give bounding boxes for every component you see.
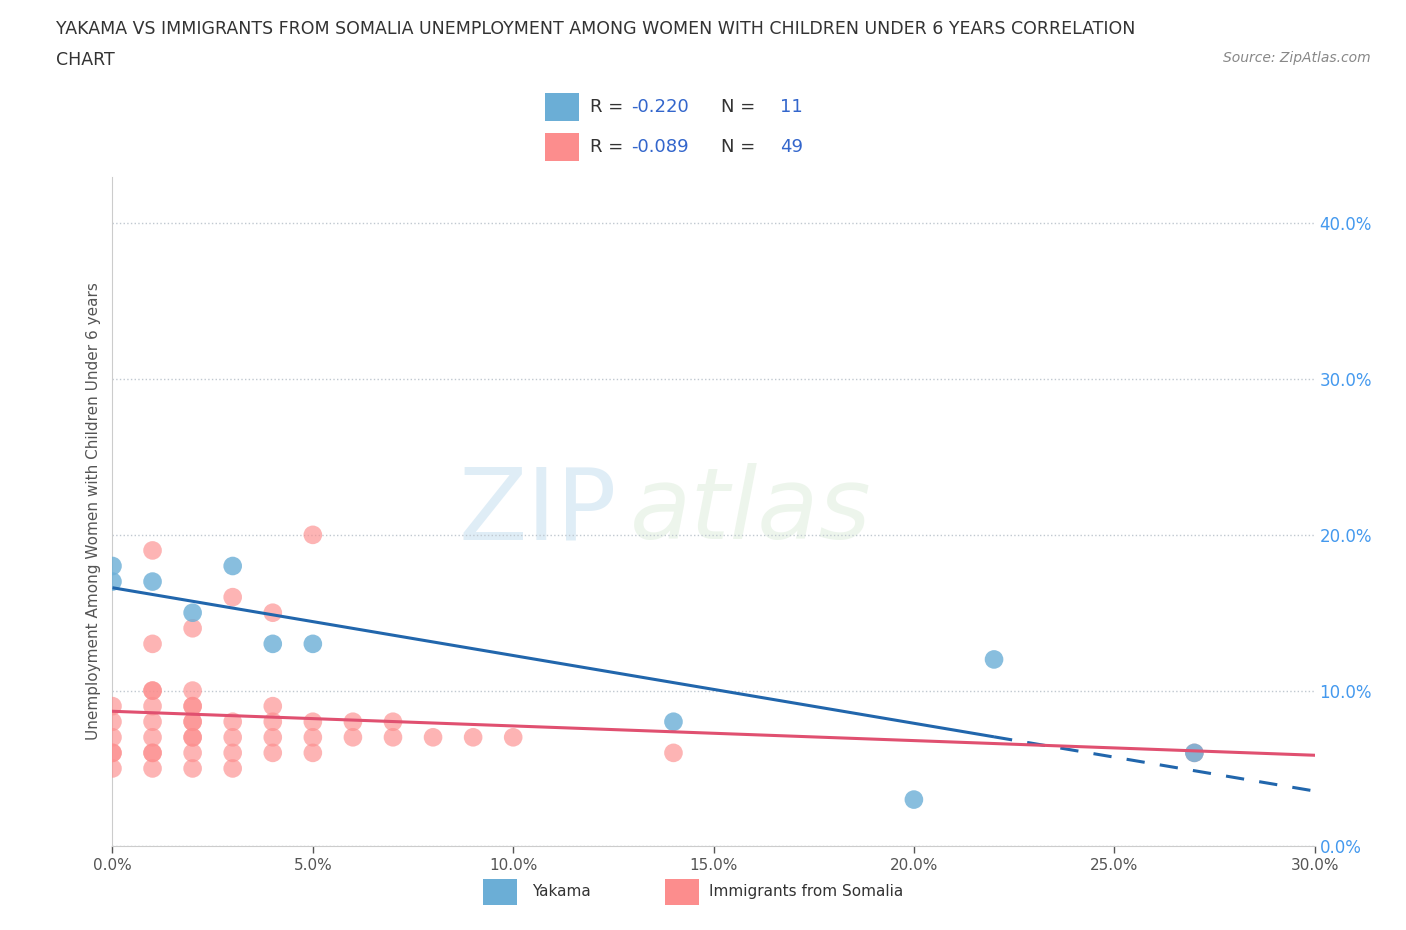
Point [181,698,204,713]
Point [141,730,163,745]
Text: Immigrants from Somalia: Immigrants from Somalia [710,884,904,899]
Point [302,730,325,745]
Point [1184,746,1206,761]
Point [101,574,124,589]
Point [141,698,163,713]
Point [181,730,204,745]
Point [101,746,124,761]
Point [101,730,124,745]
Text: 49: 49 [780,139,803,156]
Text: 11: 11 [780,98,803,115]
Point [342,730,364,745]
Point [222,714,245,729]
Point [983,652,1005,667]
Point [222,746,245,761]
Point [262,636,284,651]
Point [382,730,405,745]
Point [262,730,284,745]
Point [342,714,364,729]
Bar [546,133,579,162]
Text: N =: N = [721,139,761,156]
Point [101,559,124,574]
Bar [484,879,517,906]
Point [262,714,284,729]
Text: R =: R = [591,98,628,115]
Point [141,543,163,558]
Point [101,714,124,729]
Bar [665,879,700,906]
Point [181,730,204,745]
Point [181,684,204,698]
Point [101,746,124,761]
Point [141,761,163,776]
Point [101,761,124,776]
Point [141,636,163,651]
Point [101,698,124,713]
Point [141,714,163,729]
Text: -0.089: -0.089 [631,139,689,156]
Point [222,590,245,604]
Text: YAKAMA VS IMMIGRANTS FROM SOMALIA UNEMPLOYMENT AMONG WOMEN WITH CHILDREN UNDER 6: YAKAMA VS IMMIGRANTS FROM SOMALIA UNEMPL… [56,20,1136,38]
Point [222,730,245,745]
Y-axis label: Unemployment Among Women with Children Under 6 years: Unemployment Among Women with Children U… [86,283,101,740]
Point [302,746,325,761]
Point [222,761,245,776]
Point [181,761,204,776]
Point [181,714,204,729]
Point [141,684,163,698]
Point [1184,746,1206,761]
Point [262,605,284,620]
Point [141,746,163,761]
Text: -0.220: -0.220 [631,98,689,115]
Point [461,730,484,745]
Point [141,746,163,761]
Text: Source: ZipAtlas.com: Source: ZipAtlas.com [1223,51,1371,65]
Bar [546,93,579,121]
Point [382,714,405,729]
Text: N =: N = [721,98,761,115]
Point [181,621,204,636]
Point [181,605,204,620]
Point [662,714,685,729]
Text: Yakama: Yakama [533,884,591,899]
Point [662,746,685,761]
Text: R =: R = [591,139,628,156]
Text: CHART: CHART [56,51,115,69]
Point [141,574,163,589]
Text: atlas: atlas [630,463,872,560]
Point [502,730,524,745]
Point [181,698,204,713]
Point [181,746,204,761]
Point [262,698,284,713]
Point [262,746,284,761]
Point [222,559,245,574]
Point [903,792,925,807]
Point [302,527,325,542]
Text: ZIP: ZIP [458,463,617,560]
Point [302,714,325,729]
Point [141,684,163,698]
Point [302,636,325,651]
Point [422,730,444,745]
Point [181,714,204,729]
